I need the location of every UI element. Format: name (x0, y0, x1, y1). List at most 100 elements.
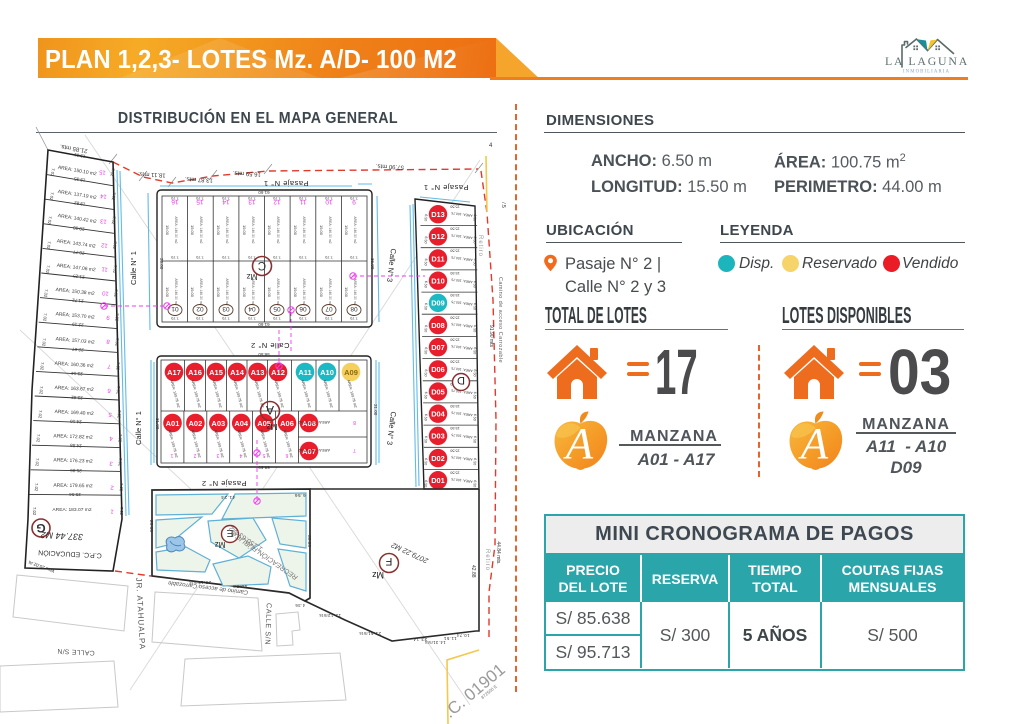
svg-text:AREA: 100.75 m2: AREA: 100.75 m2 (282, 429, 293, 458)
svg-text:7.70: 7.70 (221, 316, 230, 321)
svg-text:19.00: 19.00 (216, 287, 221, 298)
svg-text:15.50: 15.50 (450, 426, 460, 430)
svg-text:20.30: 20.30 (72, 225, 85, 232)
svg-text:D01: D01 (431, 476, 445, 485)
svg-text:7.02: 7.02 (113, 289, 119, 298)
svg-text:7.02: 7.02 (111, 192, 117, 201)
svg-text:7.02: 7.02 (39, 362, 45, 371)
svg-text:A11: A11 (298, 368, 311, 377)
svg-text:AREA: 100.75: AREA: 100.75 (451, 211, 473, 218)
svg-text:Mz: Mz (215, 540, 226, 549)
svg-text:14.31mts: 14.31mts (424, 640, 445, 645)
svg-text:18.11 mts.: 18.11 mts. (138, 170, 166, 177)
svg-text:AREA: 100.75 m2: AREA: 100.75 m2 (190, 379, 201, 408)
svg-text:JR. ATAHUALPA: JR. ATAHUALPA (134, 577, 147, 650)
svg-text:A07: A07 (302, 447, 316, 456)
svg-text:A04: A04 (234, 419, 249, 428)
svg-text:19.00: 19.00 (216, 225, 221, 236)
svg-text:7.02: 7.02 (38, 410, 43, 419)
svg-text:AREA: 146.30 m2: AREA: 146.30 m2 (328, 278, 332, 305)
svg-text:D13: D13 (431, 210, 445, 219)
svg-text:AREA: 100.75 m2: AREA: 100.75 m2 (297, 420, 330, 425)
svg-text:7.02: 7.02 (112, 241, 118, 250)
svg-text:AREA: 176.23 m2: AREA: 176.23 m2 (53, 457, 93, 464)
svg-text:6.50: 6.50 (423, 458, 428, 465)
svg-text:23.62: 23.62 (71, 395, 83, 401)
svg-text:AREA: 100.75 m2: AREA: 100.75 m2 (190, 429, 201, 458)
svg-text:AREA: 100.75 m2: AREA: 100.75 m2 (211, 379, 222, 408)
svg-text:D12: D12 (431, 232, 445, 241)
svg-text:AREA: 146.30 m2: AREA: 146.30 m2 (276, 216, 280, 243)
svg-text:AREA: 146.30 m2: AREA: 146.30 m2 (174, 216, 178, 243)
svg-text:7.70: 7.70 (170, 255, 179, 260)
svg-text:7.70: 7.70 (324, 196, 333, 201)
svg-text:A14: A14 (230, 368, 245, 377)
svg-text:5: 5 (262, 452, 265, 458)
svg-text:6.50: 6.50 (472, 369, 477, 376)
svg-text:7.02: 7.02 (111, 216, 117, 225)
svg-text:6.50: 6.50 (472, 258, 477, 265)
svg-text:15.50: 15.50 (450, 227, 460, 231)
svg-text:9: 9 (352, 198, 356, 205)
svg-text:AREA: 100.75: AREA: 100.75 (451, 410, 473, 417)
svg-text:D: D (457, 374, 465, 386)
svg-text:A10: A10 (320, 368, 334, 377)
svg-text:20.77: 20.77 (72, 249, 84, 255)
svg-text:19.35: 19.35 (73, 176, 86, 183)
svg-text:CALLE S/N: CALLE S/N (263, 603, 273, 645)
svg-text:AREA: 150.10 m2: AREA: 150.10 m2 (57, 165, 97, 178)
svg-text:D07: D07 (431, 343, 445, 352)
svg-text:Pasaje N° 1: Pasaje N° 1 (263, 179, 308, 188)
svg-text:15.50: 15.50 (450, 337, 460, 341)
svg-text:61.60: 61.60 (258, 322, 270, 327)
svg-text:7.70: 7.70 (170, 196, 179, 201)
svg-text:19.00: 19.00 (267, 287, 272, 298)
svg-text:AREA: 100.75 m2: AREA: 100.75 m2 (169, 379, 180, 408)
svg-text:10.74: 10.74 (456, 633, 469, 638)
svg-text:15.50: 15.50 (450, 293, 460, 297)
svg-text:D06: D06 (431, 365, 445, 374)
svg-text:A: A (798, 418, 829, 468)
svg-text:15.50: 15.50 (450, 315, 460, 319)
svg-text:7.02: 7.02 (118, 458, 123, 467)
svg-text:25.54: 25.54 (69, 492, 81, 497)
svg-text:C.P.C. EDUCACIÓN: C.P.C. EDUCACIÓN (38, 548, 102, 560)
svg-text:7.02: 7.02 (32, 507, 37, 516)
svg-text:Calle N° 3: Calle N° 3 (385, 411, 398, 446)
svg-text:6: 6 (107, 387, 112, 393)
svg-text:4.36: 4.36 (295, 603, 305, 608)
svg-text:AREA: 146.30 m2: AREA: 146.30 m2 (199, 216, 203, 243)
svg-text:AREA: 146.30 m2: AREA: 146.30 m2 (353, 216, 357, 243)
svg-text:AREA: 100.75 m2: AREA: 100.75 m2 (259, 429, 270, 458)
svg-text:36.00: 36.00 (159, 258, 164, 270)
svg-text:19.00: 19.00 (242, 225, 247, 236)
svg-text:57.90 mts.: 57.90 mts. (375, 162, 404, 169)
svg-text:6.50: 6.50 (472, 214, 477, 221)
svg-text:15: 15 (98, 168, 106, 175)
svg-text:A13: A13 (251, 368, 265, 377)
svg-text:AREA: 152.10 m2: AREA: 152.10 m2 (297, 448, 330, 453)
svg-text:13.12mts: 13.12mts (319, 613, 341, 618)
svg-text:12: 12 (100, 241, 108, 248)
svg-text:19.00: 19.00 (319, 287, 324, 298)
svg-text:7.70: 7.70 (195, 316, 204, 321)
svg-text:AREA: 100.75: AREA: 100.75 (451, 233, 473, 240)
svg-text:07: 07 (325, 305, 333, 312)
svg-text:11: 11 (299, 198, 306, 205)
svg-text:D11: D11 (431, 254, 444, 263)
svg-text:6.50: 6.50 (423, 281, 428, 288)
svg-text:AREA: 140.42 m2: AREA: 140.42 m2 (57, 213, 97, 225)
svg-text:13: 13 (248, 198, 256, 205)
svg-text:7.02: 7.02 (46, 241, 52, 250)
svg-text:7.70: 7.70 (324, 255, 333, 260)
svg-text:7.02: 7.02 (117, 410, 122, 419)
svg-text:Mz: Mz (266, 422, 277, 432)
svg-text:15.50: 15.50 (450, 204, 460, 208)
svg-text:AREA: 100.75: AREA: 100.75 (451, 277, 473, 284)
svg-text:25.00: 25.00 (148, 520, 154, 532)
svg-text:AREA: 100.75 m2: AREA: 100.75 m2 (167, 429, 178, 458)
svg-text:8: 8 (106, 338, 111, 344)
svg-text:A16: A16 (188, 368, 202, 377)
svg-text:6.50: 6.50 (472, 414, 477, 421)
svg-text:1: 1 (170, 452, 173, 458)
